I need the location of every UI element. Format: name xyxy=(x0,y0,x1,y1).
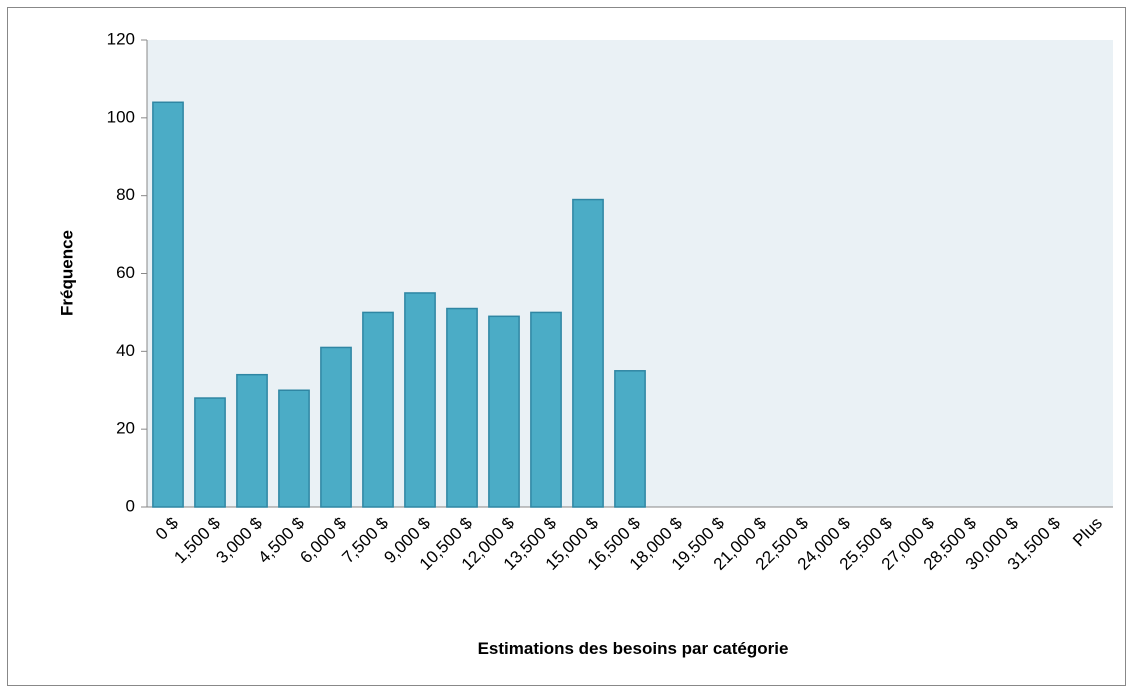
y-tick-label: 80 xyxy=(116,185,135,204)
bar xyxy=(236,373,268,508)
y-tick-label: 120 xyxy=(107,29,135,48)
x-axis-title: Estimations des besoins par catégorie xyxy=(478,639,789,658)
bar xyxy=(530,311,562,508)
bar xyxy=(614,370,646,508)
bar xyxy=(488,315,520,508)
bar xyxy=(572,198,604,508)
bar xyxy=(362,311,394,508)
y-axis-title: Fréquence xyxy=(57,230,76,316)
y-tick-label: 20 xyxy=(116,419,135,438)
y-tick-label: 40 xyxy=(116,341,135,360)
y-tick-label: 100 xyxy=(107,107,135,126)
bar xyxy=(446,307,478,508)
bar xyxy=(194,397,226,508)
bar xyxy=(320,346,352,508)
y-tick-label: 0 xyxy=(126,496,135,515)
bar xyxy=(152,101,184,508)
y-tick-label: 60 xyxy=(116,263,135,282)
bar xyxy=(278,389,310,508)
bar xyxy=(404,292,436,508)
